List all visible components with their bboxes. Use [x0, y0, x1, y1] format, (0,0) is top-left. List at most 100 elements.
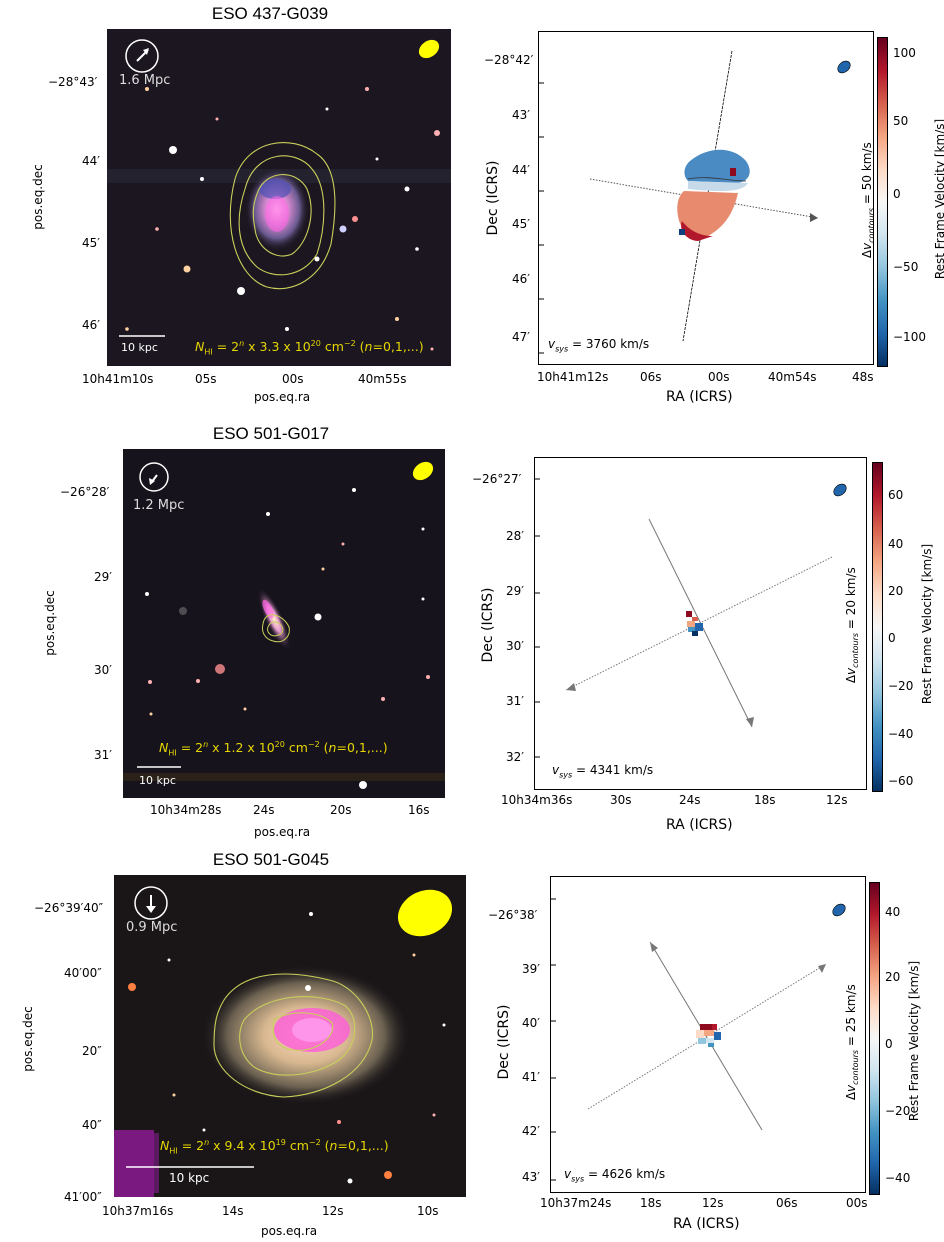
optical-ytick: 29′	[94, 570, 112, 584]
optical-ytick: 30′	[94, 663, 112, 677]
colorbar-tick: 40	[885, 905, 901, 919]
colorbar-1	[877, 37, 888, 367]
colorbar-tick: 20	[888, 584, 904, 598]
velocity-xtick: 24s	[679, 793, 701, 807]
velocity-map-1	[538, 31, 874, 365]
colorbar-tick: −20	[885, 1104, 911, 1118]
optical-ytick: 45′	[82, 236, 100, 250]
velocity-xlabel: RA (ICRS)	[666, 389, 733, 405]
colorbar-tick: 40	[888, 537, 904, 551]
velocity-ytick: 39′	[522, 962, 540, 976]
velocity-map-3	[550, 876, 866, 1193]
velocity-ytick: 32′	[506, 750, 524, 764]
colorbar-tick: 20	[885, 970, 901, 984]
velocity-xtick: 18s	[640, 1196, 662, 1210]
velocity-xtick: 00s	[846, 1196, 868, 1210]
velocity-ytick: 40′	[522, 1016, 540, 1030]
optical-ytick: 40″	[82, 1118, 102, 1132]
colorbar-tick: 0	[888, 631, 896, 645]
velocity-ylabel: Dec (ICRS)	[485, 160, 501, 236]
velocity-ytick: 45′	[512, 217, 530, 231]
velocity-ytick: 41′	[522, 1070, 540, 1084]
optical-xtick: 24s	[253, 803, 275, 817]
optical-xtick: 20s	[330, 803, 352, 817]
optical-image-1: 1.6 Mpc 10 kpc NHI = 2n x 3.3 x 1020 cm−…	[107, 29, 451, 366]
vsys-label-2: vsys = 4341 km/s	[552, 763, 654, 780]
panel-2-title: ESO 501-G017	[212, 424, 330, 443]
nhi-label-2: NHI = 2n x 1.2 x 1020 cm−2 (n=0,1,...)	[159, 740, 388, 758]
velocity-xlabel: RA (ICRS)	[666, 817, 733, 833]
colorbar-label-3: Rest Frame Velocity [km/s]	[907, 960, 921, 1122]
velocity-map-2	[534, 457, 867, 790]
optical-xlabel: pos.eq.ra	[254, 825, 311, 839]
velocity-ytick: 30′	[506, 639, 524, 653]
optical-image-2: 1.2 Mpc 10 kpc NHI = 2n x 1.2 x 1020 cm−…	[123, 449, 445, 798]
velocity-xtick: 10h34m36s	[501, 793, 573, 807]
colorbar-tick: −40	[888, 727, 914, 741]
colorbar-label-1: Rest Frame Velocity [km/s]	[933, 118, 944, 280]
colorbar-2	[872, 462, 883, 792]
colorbar-tick: 50	[893, 114, 909, 128]
optical-ytick: 41′00″	[64, 1190, 102, 1204]
nhi-label-1: NHI = 2n x 3.3 x 1020 cm−2 (n=0,1,...)	[195, 339, 424, 357]
dv-label-3: Δvcontours = 25 km/s	[843, 984, 861, 1101]
velocity-xtick: 48s	[852, 370, 874, 384]
optical-xtick: 16s	[408, 803, 430, 817]
velocity-ytick: 42′	[522, 1124, 540, 1138]
optical-xtick: 10s	[417, 1204, 439, 1218]
optical-ytick: 20″	[82, 1044, 102, 1058]
velocity-ytick: 43′	[522, 1170, 540, 1184]
scalebar-label-1: 10 kpc	[121, 341, 158, 354]
velocity-ytick: 29′	[506, 584, 524, 598]
velocity-xtick: 30s	[610, 793, 632, 807]
velocity-map-1-canvas	[538, 50, 851, 354]
velocity-ytick: −26°27′	[472, 472, 522, 486]
velocity-ytick: −28°42′	[484, 53, 534, 67]
velocity-xtick: 12s	[702, 1196, 724, 1210]
dv-label-1: Δvcontours = 50 km/s	[859, 142, 877, 259]
optical-xtick: 10h37m16s	[102, 1204, 174, 1218]
optical-xtick: 12s	[322, 1204, 344, 1218]
optical-xtick: 10h34m28s	[150, 803, 222, 817]
velocity-map-3-canvas	[550, 898, 846, 1181]
velocity-ylabel: Dec (ICRS)	[496, 1004, 512, 1080]
optical-image-3: 0.9 Mpc 10 kpc NHI = 2n x 9.4 x 1019 cm−…	[114, 875, 466, 1197]
velocity-xtick: 18s	[754, 793, 776, 807]
distance-label-3: 0.9 Mpc	[126, 920, 178, 935]
velocity-xlabel: RA (ICRS)	[673, 1216, 740, 1232]
velocity-ytick: 28′	[506, 529, 524, 543]
optical-ytick: 31′	[94, 748, 112, 762]
velocity-xtick: 10h37m24s	[540, 1196, 612, 1210]
velocity-xtick: 06s	[640, 370, 662, 384]
velocity-xtick: 40m54s	[768, 370, 817, 384]
colorbar-tick: −60	[888, 774, 914, 788]
panel-3-title: ESO 501-G045	[212, 850, 330, 869]
velocity-ytick: 44′	[512, 163, 530, 177]
distance-label-2: 1.2 Mpc	[133, 498, 185, 513]
velocity-ytick: 43′	[512, 108, 530, 122]
colorbar-tick: 100	[893, 46, 916, 60]
optical-ylabel: pos.eq.dec	[21, 1006, 35, 1072]
optical-ytick: −26°28′	[60, 485, 110, 499]
colorbar-label-2: Rest Frame Velocity [km/s]	[920, 543, 934, 705]
velocity-xtick: 06s	[776, 1196, 798, 1210]
optical-ytick: −26°39′40″	[34, 901, 104, 915]
dv-label-2: Δvcontours = 20 km/s	[843, 567, 861, 684]
nhi-label-3: NHI = 2n x 9.4 x 1019 cm−2 (n=0,1,...)	[160, 1138, 389, 1156]
scalebar-label-2: 10 kpc	[139, 774, 176, 787]
vsys-label-3: vsys = 4626 km/s	[564, 1167, 666, 1184]
colorbar-tick: −50	[893, 260, 919, 274]
vsys-label-1: vsys = 3760 km/s	[548, 337, 650, 354]
optical-image-2-canvas	[123, 461, 445, 789]
optical-ytick: 46′	[82, 318, 100, 332]
optical-xtick: 10h41m10s	[82, 372, 154, 386]
optical-ylabel: pos.eq.dec	[43, 590, 57, 656]
optical-xtick: 40m55s	[358, 372, 407, 386]
colorbar-tick: 0	[885, 1037, 893, 1051]
colorbar-tick: −100	[893, 330, 926, 344]
colorbar-tick: 0	[893, 187, 901, 201]
optical-ytick: 40′00″	[64, 966, 102, 980]
velocity-xtick: 10h41m12s	[537, 370, 609, 384]
colorbar-tick: −20	[888, 679, 914, 693]
optical-ytick: −28°43′	[48, 75, 98, 89]
